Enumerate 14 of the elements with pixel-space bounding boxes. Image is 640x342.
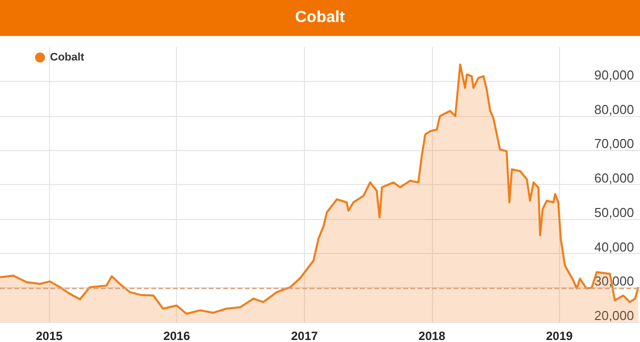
y-tick-label: 80,000 bbox=[594, 102, 634, 117]
y-tick-label: 40,000 bbox=[594, 239, 634, 254]
legend-label: Cobalt bbox=[50, 52, 85, 64]
chart-title: Cobalt bbox=[0, 0, 640, 39]
y-tick-label: 90,000 bbox=[594, 67, 634, 82]
x-tick-label: 2015 bbox=[36, 329, 63, 342]
y-tick-label: 50,000 bbox=[594, 204, 634, 220]
y-tick-label: 20,000 bbox=[594, 308, 634, 323]
x-tick-label: 2017 bbox=[291, 329, 318, 342]
x-tick-label: 2019 bbox=[546, 329, 574, 342]
y-tick-label: 60,000 bbox=[594, 170, 634, 186]
x-tick-label: 2016 bbox=[163, 329, 190, 342]
y-tick-label: 70,000 bbox=[594, 136, 634, 152]
x-tick-label: 2018 bbox=[418, 329, 446, 342]
